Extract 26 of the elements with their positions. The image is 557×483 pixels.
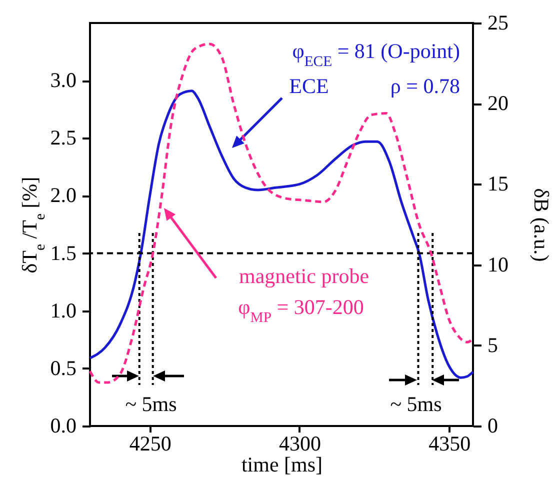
text: magnetic probe [238,264,370,288]
x-tick-label: 4300 [278,432,321,456]
y2-tick-label: 0 [488,414,498,438]
y-tick-label: 2.0 [50,183,76,208]
y2-axis-title: δB (a.u.) [530,188,554,262]
y2-tick-label: 5 [488,332,498,357]
y2-tick-label: 10 [488,252,508,276]
y-tick-label: 3.0 [50,68,76,92]
y2-tick-label: 20 [488,91,508,116]
line-series [88,42,474,384]
y-tick-label: 0.5 [50,356,76,380]
annotation: ~ 5ms [125,392,177,416]
annotation: ~ 5ms [390,392,442,416]
annotation: ρ = 0.78 [390,74,460,98]
y2-tick-label: 15 [488,172,508,196]
text: ECE [289,74,329,98]
x-axis-title: time [ms] [241,452,323,476]
x-tick-label: 4250 [129,432,172,456]
y-tick-label: 1.5 [50,240,76,265]
y-tick-label: 0.0 [50,414,76,438]
y-tick-label: 1.0 [50,298,76,322]
y-tick-label: 2.5 [50,126,76,150]
y2-tick-label: 25 [488,10,508,34]
annotation: φ$_{MP}$ = 307-200 [238,295,364,326]
annotation: φ$_{ECE}$ = 81 (O-point) [292,39,460,70]
x-tick-label: 4350 [428,432,471,456]
